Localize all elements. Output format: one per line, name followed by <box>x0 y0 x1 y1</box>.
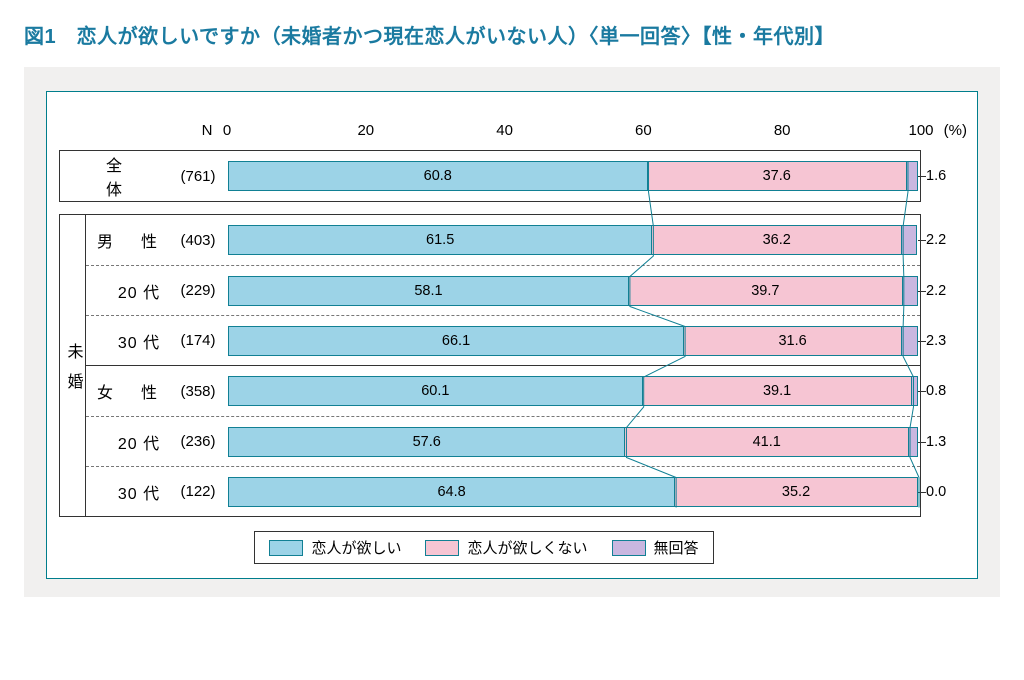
bar-value-noresp: 1.3 <box>926 434 946 450</box>
legend-item-want: 恋人が欲しい <box>269 537 401 558</box>
bar-segment-noresp <box>907 161 918 191</box>
bar: 58.139.72.2 <box>228 276 918 306</box>
row-total: 全 体 (761) 60.837.61.6 <box>60 151 920 201</box>
row-label: 男 性 <box>86 228 168 252</box>
bar-segment-want: 66.1 <box>228 326 684 356</box>
legend-swatch <box>269 540 303 556</box>
row-male-20s: 20 代 (229) 58.139.72.2 <box>86 265 920 315</box>
legend-item-nowant: 恋人が欲しくない <box>425 537 587 558</box>
subgroup-female: 女 性 (358) 60.139.10.8 20 代 (236) 57.641.… <box>86 365 920 516</box>
bar-value-noresp: 2.3 <box>926 333 946 349</box>
bar-segment-want: 60.8 <box>228 161 648 191</box>
row-male: 男 性 (403) 61.536.22.2 <box>86 215 920 265</box>
row-label: 30 代 <box>86 480 168 504</box>
row-n: (236) <box>168 433 228 450</box>
bar-segment-noresp <box>902 326 918 356</box>
row-n: (122) <box>168 483 228 500</box>
bar-segment-nowant: 31.6 <box>684 326 902 356</box>
bar: 61.536.22.2 <box>228 225 918 255</box>
bar-value-noresp: 2.2 <box>926 232 946 248</box>
legend-item-noresp: 無回答 <box>612 537 699 558</box>
bar-segment-want: 58.1 <box>228 276 629 306</box>
bar-value-noresp: 1.6 <box>926 168 946 184</box>
bar: 66.131.62.3 <box>228 326 918 356</box>
row-n: (403) <box>168 232 228 249</box>
subgroup-male: 男 性 (403) 61.536.22.2 20 代 (229) 58.139.… <box>86 215 920 365</box>
row-female-20s: 20 代 (236) 57.641.11.3 <box>86 416 920 466</box>
group-total: 全 体 (761) 60.837.61.6 <box>59 150 921 202</box>
row-n: (761) <box>168 168 228 185</box>
bar-segment-want: 64.8 <box>228 477 675 507</box>
chart-frame: N 0 20 40 60 80 100 (%) 全 体 (761) 60.837… <box>46 91 978 579</box>
n-column-header: N <box>187 122 227 139</box>
row-label: 全 体 <box>60 152 168 200</box>
x-tick: 100 <box>908 122 933 139</box>
bar: 57.641.11.3 <box>228 427 918 457</box>
row-n: (358) <box>168 383 228 400</box>
row-female: 女 性 (358) 60.139.10.8 <box>86 366 920 416</box>
bar: 64.835.20.0 <box>228 477 918 507</box>
x-tick: 0 <box>223 122 231 139</box>
bar-segment-noresp <box>909 427 918 457</box>
bar-segment-nowant: 41.1 <box>625 427 909 457</box>
x-tick: 60 <box>635 122 652 139</box>
bar-segment-noresp <box>903 276 918 306</box>
group-vertical-label: 未婚 <box>60 215 86 516</box>
figure-title: 図1 恋人が欲しいですか（未婚者かつ現在恋人がいない人）〈単一回答〉【性・年代別… <box>24 20 1000 49</box>
bar-segment-want: 60.1 <box>228 376 643 406</box>
bar: 60.139.10.8 <box>228 376 918 406</box>
bar-segment-nowant: 35.2 <box>675 477 918 507</box>
bar-segment-noresp <box>902 225 917 255</box>
bar-segment-nowant: 39.7 <box>629 276 903 306</box>
bar-value-noresp: 0.8 <box>926 383 946 399</box>
legend-label: 恋人が欲しい <box>311 537 401 558</box>
row-male-30s: 30 代 (174) 66.131.62.3 <box>86 315 920 365</box>
row-n: (229) <box>168 282 228 299</box>
chart-panel: N 0 20 40 60 80 100 (%) 全 体 (761) 60.837… <box>24 67 1000 597</box>
row-label: 20 代 <box>86 279 168 303</box>
legend-label: 恋人が欲しくない <box>467 537 587 558</box>
bar-value-noresp: 0.0 <box>926 484 946 500</box>
row-label: 女 性 <box>86 379 168 403</box>
legend-swatch <box>425 540 459 556</box>
x-axis-unit: (%) <box>944 122 967 139</box>
legend-swatch <box>612 540 646 556</box>
group-unmarried: 未婚 男 性 (403) 61.536.22.2 20 代 (229) 58.1… <box>59 214 921 517</box>
bar-segment-nowant: 37.6 <box>648 161 907 191</box>
legend-label: 無回答 <box>654 537 699 558</box>
x-tick: 40 <box>496 122 513 139</box>
bar-segment-want: 57.6 <box>228 427 625 457</box>
bar-value-noresp: 2.2 <box>926 283 946 299</box>
row-female-30s: 30 代 (122) 64.835.20.0 <box>86 466 920 516</box>
row-label: 30 代 <box>86 329 168 353</box>
row-label: 20 代 <box>86 430 168 454</box>
row-n: (174) <box>168 332 228 349</box>
legend: 恋人が欲しい 恋人が欲しくない 無回答 <box>254 531 713 564</box>
x-tick: 20 <box>357 122 374 139</box>
bar: 60.837.61.6 <box>228 161 918 191</box>
x-tick: 80 <box>774 122 791 139</box>
x-axis: N 0 20 40 60 80 100 (%) <box>227 122 921 144</box>
bar-segment-want: 61.5 <box>228 225 652 255</box>
bar-segment-nowant: 39.1 <box>643 376 913 406</box>
bar-segment-nowant: 36.2 <box>652 225 902 255</box>
